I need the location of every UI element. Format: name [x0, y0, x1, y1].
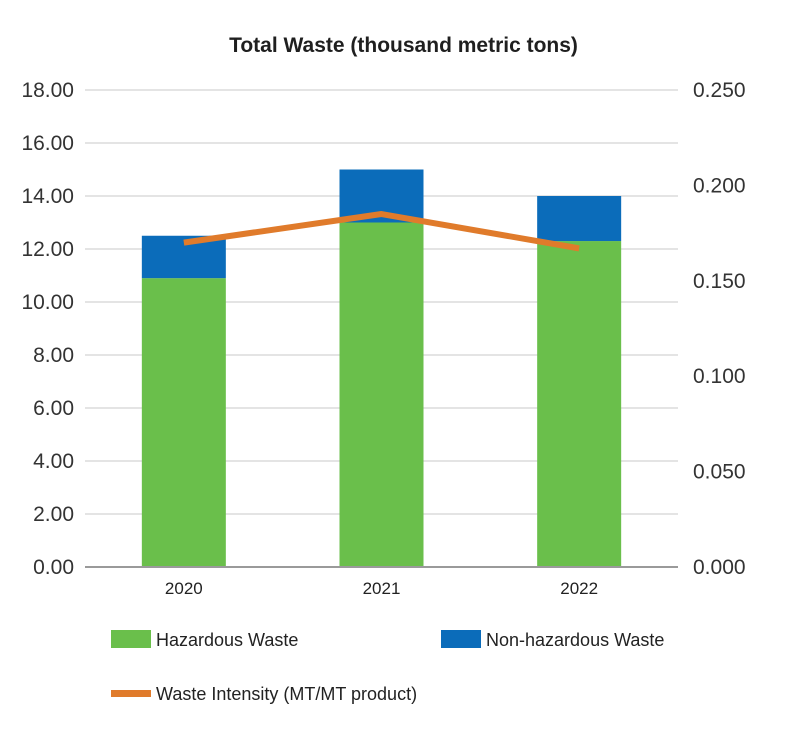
- x-tick-label: 2020: [165, 579, 203, 598]
- y-right-tick-label: 0.100: [693, 365, 746, 388]
- bar-hazardous-waste2022: [537, 241, 622, 568]
- bar-non-hazardous-waste2022: [537, 196, 622, 242]
- legend-label: Non-hazardous Waste: [486, 630, 664, 650]
- y-left-tick-label: 14.00: [21, 185, 74, 208]
- y-right-tick-label: 0.200: [693, 174, 746, 197]
- legend-swatch: [441, 630, 481, 648]
- bar-hazardous-waste2021: [339, 222, 424, 567]
- y-left-tick-label: 2.00: [33, 503, 74, 526]
- chart-title: Total Waste (thousand metric tons): [229, 34, 578, 57]
- y-left-tick-label: 6.00: [33, 397, 74, 420]
- bar-non-hazardous-waste2020: [141, 235, 226, 279]
- y-left-tick-label: 4.00: [33, 450, 74, 473]
- y-right-tick-label: 0.250: [693, 79, 746, 102]
- y-left-tick-label: 10.00: [21, 291, 74, 314]
- legend-swatch: [111, 690, 151, 697]
- legend-swatch: [111, 630, 151, 648]
- legend-label: Hazardous Waste: [156, 630, 298, 650]
- y-left-tick-label: 16.00: [21, 132, 74, 155]
- y-left-tick-label: 8.00: [33, 344, 74, 367]
- y-left-tick-label: 0.00: [33, 556, 74, 579]
- legend-label: Waste Intensity (MT/MT product): [156, 684, 417, 704]
- y-left-tick-label: 18.00: [21, 79, 74, 102]
- y-right-tick-label: 0.050: [693, 461, 746, 484]
- x-tick-label: 2022: [560, 579, 598, 598]
- y-left-tick-label: 12.00: [21, 238, 74, 261]
- bar-hazardous-waste2020: [141, 278, 226, 567]
- y-right-tick-label: 0.000: [693, 556, 746, 579]
- y-right-tick-label: 0.150: [693, 270, 746, 293]
- x-tick-label: 2021: [363, 579, 401, 598]
